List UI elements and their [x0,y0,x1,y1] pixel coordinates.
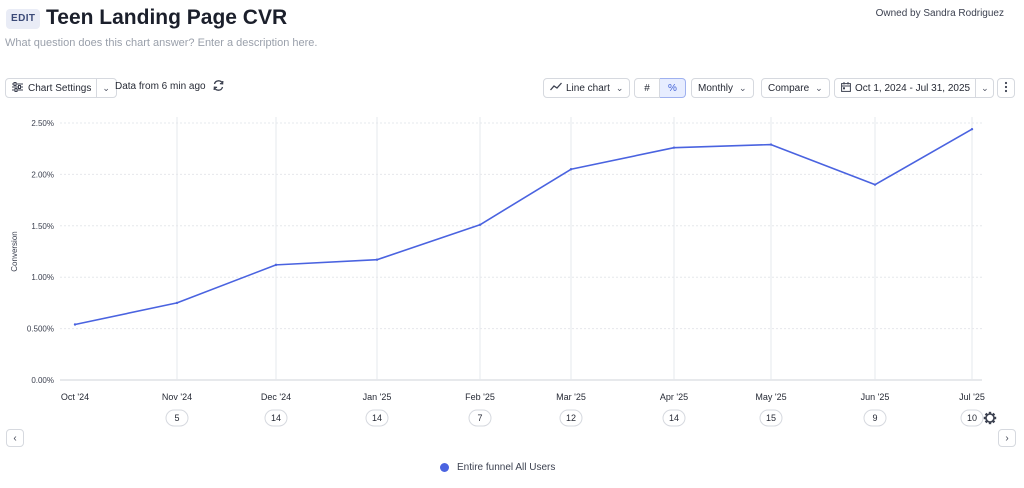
chevron-down-icon: ⌄ [815,82,823,93]
data-point [478,223,482,226]
legend-swatch [440,463,449,472]
count-toggle[interactable]: # [634,78,660,98]
chevron-down-icon[interactable]: ⌄ [981,82,989,93]
count-pill-label: 7 [477,413,482,423]
more-options-button[interactable] [997,78,1015,98]
split-divider [96,78,98,98]
x-tick-label: Mar '25 [556,392,586,402]
chart-type-label: Line chart [566,82,610,94]
data-point [672,146,676,149]
series-line [74,128,973,326]
chart-title[interactable]: Teen Landing Page CVR [46,6,288,29]
y-tick-label: 0.00% [31,376,54,385]
data-point [73,323,77,326]
y-axis-label: Conversion [10,231,19,271]
count-pill [264,409,288,427]
x-tick-label: May '25 [755,392,786,402]
count-pill-label: 15 [766,413,776,423]
chart-type-dropdown[interactable]: Line chart ⌄ [543,78,631,98]
count-pill-label: 9 [872,413,877,423]
count-pill-label: 10 [967,413,977,423]
description-placeholder[interactable]: What question does this chart answer? En… [5,37,318,49]
count-pill-label: 5 [174,413,179,423]
calendar-icon [841,81,851,95]
count-pill [468,409,492,427]
data-point [873,183,877,186]
interval-label: Monthly [698,82,734,94]
refresh-icon[interactable] [212,79,225,95]
count-pill-label: 12 [566,413,576,423]
line-chart: 0.00% 0.500% 1.00% 1.50% 2.00% 2.50% Conversio… [10,117,997,427]
count-pill [662,409,686,427]
date-range-label: Oct 1, 2024 - Jul 31, 2025 [855,82,971,94]
x-tick-label: Nov '24 [162,392,192,402]
gear-icon[interactable] [983,411,997,425]
more-vertical-icon [1004,81,1008,96]
chart-legend[interactable]: Entire funnel All Users [440,462,555,473]
value-format-toggle: # % [634,78,686,98]
count-pill [365,409,389,427]
count-pill [165,409,189,427]
count-pill-label: 14 [372,413,382,423]
chart-settings-button[interactable]: Chart Settings ⌄ [5,78,117,98]
edit-badge[interactable]: EDIT [6,9,41,29]
count-pill [960,409,984,427]
chevron-down-icon[interactable]: ⌄ [102,82,110,93]
count-pill [559,409,583,427]
count-pill [863,409,887,427]
chevron-left-icon[interactable]: ‹ [6,429,24,447]
x-tick-label: Jun '25 [861,392,890,402]
data-freshness-label: Data from 6 min ago [115,81,206,92]
count-pill-label: 14 [271,413,281,423]
x-tick-label: Apr '25 [660,392,688,402]
y-tick-label: 1.00% [31,273,54,282]
percent-toggle[interactable]: % [660,78,686,98]
y-tick-label: 1.50% [31,222,54,231]
y-tick-label: 2.00% [31,170,54,179]
x-tick-label: Feb '25 [465,392,495,402]
x-tick-label: Dec '24 [261,392,291,402]
compare-dropdown[interactable]: Compare ⌄ [761,78,830,98]
data-point [274,263,278,267]
data-point [375,258,379,261]
chevron-right-icon[interactable]: › [998,429,1016,447]
x-tick-label: Jan '25 [363,392,392,402]
x-tick-label: Oct '24 [61,392,89,402]
line-chart-icon [550,82,562,94]
count-pill [759,409,783,427]
chart-settings-label: Chart Settings [28,82,92,94]
sliders-icon [12,81,23,95]
count-pill-label: 14 [669,413,679,423]
owner-label: Owned by Sandra Rodriguez [875,8,1004,19]
compare-label: Compare [768,82,810,94]
chevron-down-icon: ⌄ [615,82,624,93]
legend-label: Entire funnel All Users [457,462,556,473]
y-tick-label: 2.50% [31,119,54,128]
data-point [175,301,179,305]
interval-dropdown[interactable]: Monthly ⌄ [691,78,754,98]
data-point [569,168,573,171]
date-range-picker[interactable]: Oct 1, 2024 - Jul 31, 2025 ⌄ [834,78,994,98]
chevron-down-icon: ⌄ [739,82,747,93]
split-divider [975,78,977,98]
y-tick-label: 0.500% [27,325,54,334]
x-tick-label: Jul '25 [959,392,985,402]
data-point [970,127,974,131]
data-point [769,143,773,146]
